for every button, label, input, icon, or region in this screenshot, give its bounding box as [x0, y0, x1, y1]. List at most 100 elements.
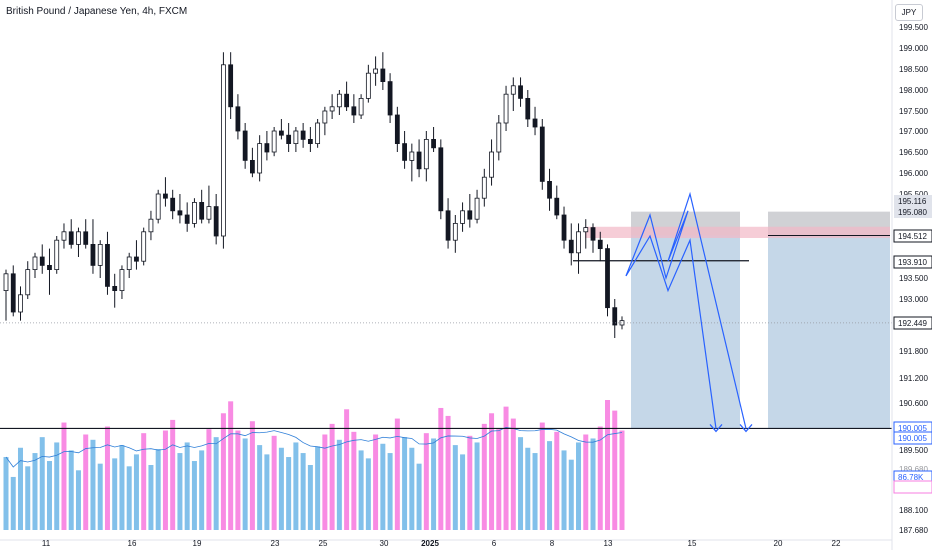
- volume-histogram: [3, 400, 625, 530]
- arrow-head-2: [739, 424, 753, 433]
- volume-bar: [365, 458, 371, 530]
- chart-title: British Pound / Japanese Yen, 4h, FXCM: [6, 6, 188, 17]
- candle-body: [68, 231, 74, 245]
- candle-body: [380, 68, 386, 83]
- volume-bar: [242, 438, 248, 530]
- candle-body: [460, 210, 465, 224]
- price-tag-label: 194.512: [898, 232, 927, 241]
- y-tick-label: 198.500: [899, 65, 928, 74]
- y-tick-label: 193.500: [899, 274, 928, 283]
- candle-body: [221, 64, 226, 237]
- candle-body: [18, 294, 23, 313]
- y-tick-label: 196.000: [899, 169, 928, 178]
- candle-body: [387, 81, 393, 116]
- x-tick-label: 8: [550, 539, 555, 548]
- candle-body: [583, 227, 589, 233]
- candle-body: [126, 256, 132, 271]
- candle-body: [307, 138, 313, 144]
- volume-bar: [510, 418, 516, 530]
- candle-body: [612, 307, 618, 326]
- currency-button[interactable]: JPY: [895, 4, 923, 21]
- volume-bar: [213, 437, 219, 530]
- volume-bar: [83, 434, 89, 530]
- candle-body: [155, 193, 161, 220]
- candle-body: [192, 201, 197, 224]
- volume-bar: [17, 447, 23, 530]
- y-tick-label: 193.000: [899, 295, 928, 304]
- candle-body: [278, 130, 284, 136]
- price-tag-label: 195.116: [898, 197, 927, 206]
- candle-body: [90, 243, 96, 266]
- volume-bar: [322, 434, 328, 530]
- volume-bar: [293, 442, 299, 530]
- volume-bar: [271, 435, 277, 530]
- candle-body: [271, 130, 277, 153]
- x-tick-label: 20: [774, 539, 783, 548]
- candle-body: [293, 130, 299, 145]
- candle-body: [438, 147, 444, 212]
- candle-body: [39, 256, 45, 266]
- price-tag-label: 192.449: [898, 319, 927, 328]
- volume-bar: [25, 466, 31, 530]
- forecast-zones: [585, 211, 890, 429]
- volume-bar: [278, 447, 284, 530]
- candle-body: [148, 218, 154, 233]
- y-tick-label: 187.680: [899, 526, 928, 535]
- y-tick-label: 196.500: [899, 148, 928, 157]
- volume-bar: [39, 437, 45, 530]
- candle-body: [163, 193, 168, 199]
- candle-body: [576, 231, 581, 254]
- x-tick-label: 11: [42, 539, 51, 548]
- volume-bar: [148, 465, 154, 530]
- y-tick-label: 199.500: [899, 23, 928, 32]
- x-tick-label: 23: [271, 539, 280, 548]
- x-tick-label: 25: [319, 539, 328, 548]
- candle-body: [242, 130, 248, 161]
- price-tag-label: 193.910: [898, 258, 927, 267]
- candle-body: [547, 180, 552, 199]
- volume-bar: [561, 450, 567, 530]
- y-tick-label: 188.100: [899, 506, 928, 515]
- candle-body: [597, 239, 603, 249]
- volume-bar: [235, 430, 241, 530]
- time-axis[interactable]: 11 16 19 23 25 30 2025 6 8 13 15 20 22: [0, 539, 892, 548]
- candle-body: [373, 68, 379, 74]
- candle-body: [481, 176, 487, 199]
- candle-body: [32, 256, 38, 271]
- volume-bar: [554, 431, 560, 530]
- volume-bar: [431, 438, 437, 530]
- volume-bar: [612, 410, 618, 530]
- volume-bar: [358, 450, 364, 530]
- candle-body: [54, 239, 60, 270]
- candle-body: [590, 227, 596, 241]
- volume-bar: [206, 429, 212, 530]
- volume-bar: [3, 457, 9, 530]
- candles: [3, 52, 625, 338]
- price-tag-bg: [893, 431, 932, 445]
- candle-body: [25, 269, 31, 296]
- price-tag-label: 190.005: [898, 424, 927, 433]
- target-zone: [631, 235, 740, 429]
- volume-bar: [423, 433, 429, 530]
- volume-bar: [503, 406, 509, 530]
- volume-bar: [61, 422, 67, 530]
- price-axis[interactable]: 199.500 199.000 198.500 198.000 197.500 197.0…: [891, 0, 928, 550]
- volume-bar: [489, 413, 495, 530]
- candle-body: [3, 273, 9, 291]
- candle-body: [286, 134, 292, 144]
- volume-bar: [416, 463, 422, 530]
- price-tag-bg: [893, 229, 932, 243]
- forecast-path: [625, 191, 747, 429]
- price-tag-bg: [893, 255, 932, 269]
- candle-body: [532, 118, 538, 128]
- volume-bar: [605, 400, 611, 530]
- volume-bar: [177, 453, 183, 530]
- candle-body: [503, 93, 509, 124]
- price-tag-label: 195.080: [898, 208, 927, 217]
- volume-bar: [133, 454, 139, 530]
- volume-bar: [344, 409, 350, 530]
- candle-body: [83, 231, 89, 245]
- volume-bar: [539, 422, 545, 530]
